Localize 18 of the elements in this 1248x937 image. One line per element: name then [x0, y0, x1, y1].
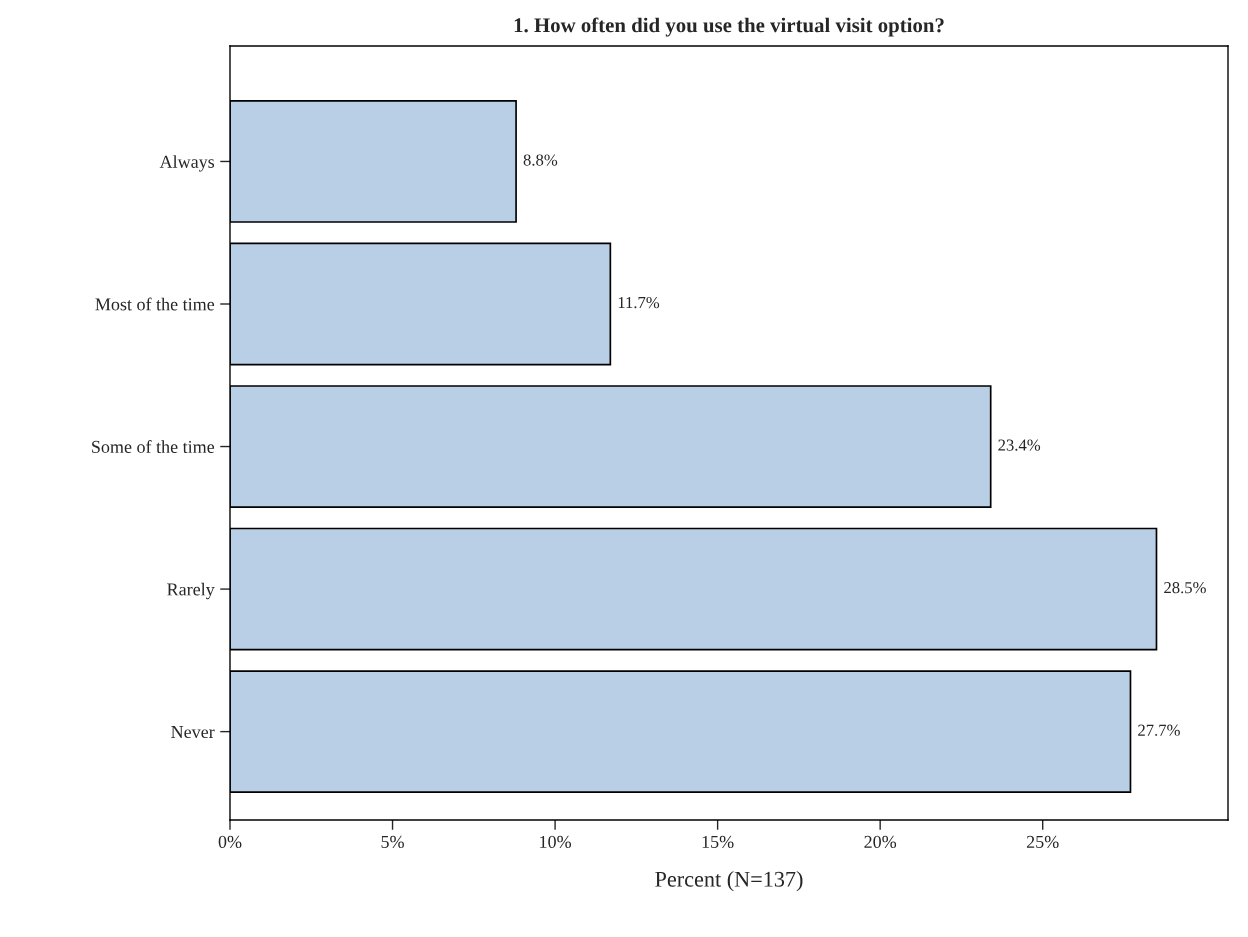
data-label: 23.4% — [998, 439, 1041, 451]
data-label: 28.5% — [1164, 582, 1206, 594]
data-label: 11.7% — [618, 296, 660, 309]
x-tick-label: 0% — [218, 835, 242, 849]
y-tick-label: Most of the time — [95, 297, 215, 311]
x-tick-label: 10% — [540, 835, 572, 849]
x-tick-label: 15% — [702, 835, 734, 849]
data-label: 27.7% — [1138, 724, 1180, 736]
y-tick-label: Rarely — [167, 582, 215, 600]
y-tick-label: Never — [171, 726, 215, 739]
y-tick-label: Always — [159, 155, 215, 172]
chart-title: 1. How often did you use the virtual visit option? — [514, 17, 944, 37]
x-tick-label: 5% — [381, 835, 404, 849]
x-axis-title: Percent (N=137) — [655, 871, 803, 892]
y-tick-label: Some of the time — [92, 440, 215, 453]
x-tick-label: 20% — [864, 835, 897, 849]
x-tick-label: 25% — [1026, 835, 1059, 849]
data-label: 8.8% — [523, 154, 558, 166]
